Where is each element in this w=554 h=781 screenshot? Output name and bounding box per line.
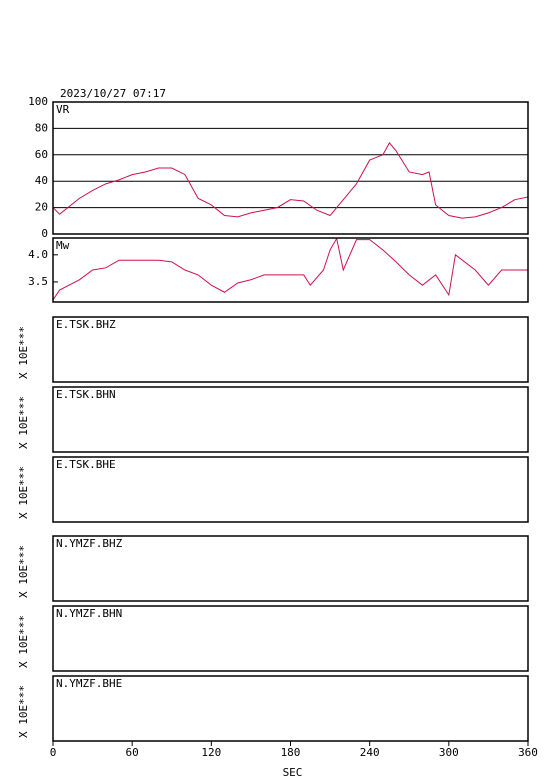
- y-axis-label: X 10E***: [17, 615, 30, 668]
- panel-label: VR: [56, 103, 70, 116]
- y-tick-label: 3.5: [28, 275, 48, 288]
- x-tick-label: 180: [281, 746, 301, 759]
- panel-label: N.YMZF.BHZ: [56, 537, 123, 550]
- chart-title: 2023/10/27 07:17: [60, 87, 166, 100]
- panel-label: N.YMZF.BHN: [56, 607, 122, 620]
- y-tick-label: 0: [41, 227, 48, 240]
- data-line: [53, 238, 528, 301]
- x-tick-label: 0: [50, 746, 57, 759]
- y-tick-label: 80: [35, 121, 48, 134]
- panel-label: E.TSK.BHE: [56, 458, 116, 471]
- x-tick-label: 240: [360, 746, 380, 759]
- y-axis-label: X 10E***: [17, 326, 30, 379]
- y-tick-label: 40: [35, 174, 48, 187]
- y-tick-label: 60: [35, 148, 48, 161]
- x-tick-label: 360: [518, 746, 538, 759]
- y-axis-label: X 10E***: [17, 685, 30, 738]
- panel-label: N.YMZF.BHE: [56, 677, 122, 690]
- y-axis-label: X 10E***: [17, 545, 30, 598]
- panel-label: E.TSK.BHZ: [56, 318, 116, 331]
- panel-label: E.TSK.BHN: [56, 388, 116, 401]
- panel-frame: [52, 605, 529, 672]
- data-line: [53, 142, 528, 219]
- y-tick-label: 4.0: [28, 248, 48, 261]
- panel-frame: [52, 456, 529, 523]
- panel-frame: [52, 535, 529, 602]
- panel-label: Mw: [56, 239, 70, 252]
- y-axis-label: X 10E***: [17, 466, 30, 519]
- panel-frame: [52, 237, 529, 303]
- y-tick-label: 100: [28, 95, 48, 108]
- x-tick-label: 60: [126, 746, 139, 759]
- panel-frame: [52, 386, 529, 453]
- x-tick-label: 120: [201, 746, 221, 759]
- y-axis-label: X 10E***: [17, 396, 30, 449]
- panel-frame: [52, 316, 529, 383]
- x-axis-label: SEC: [283, 766, 303, 779]
- panel-frame: [52, 101, 529, 235]
- y-tick-label: 20: [35, 201, 48, 214]
- x-tick-label: 300: [439, 746, 459, 759]
- panel-frame: [52, 675, 529, 742]
